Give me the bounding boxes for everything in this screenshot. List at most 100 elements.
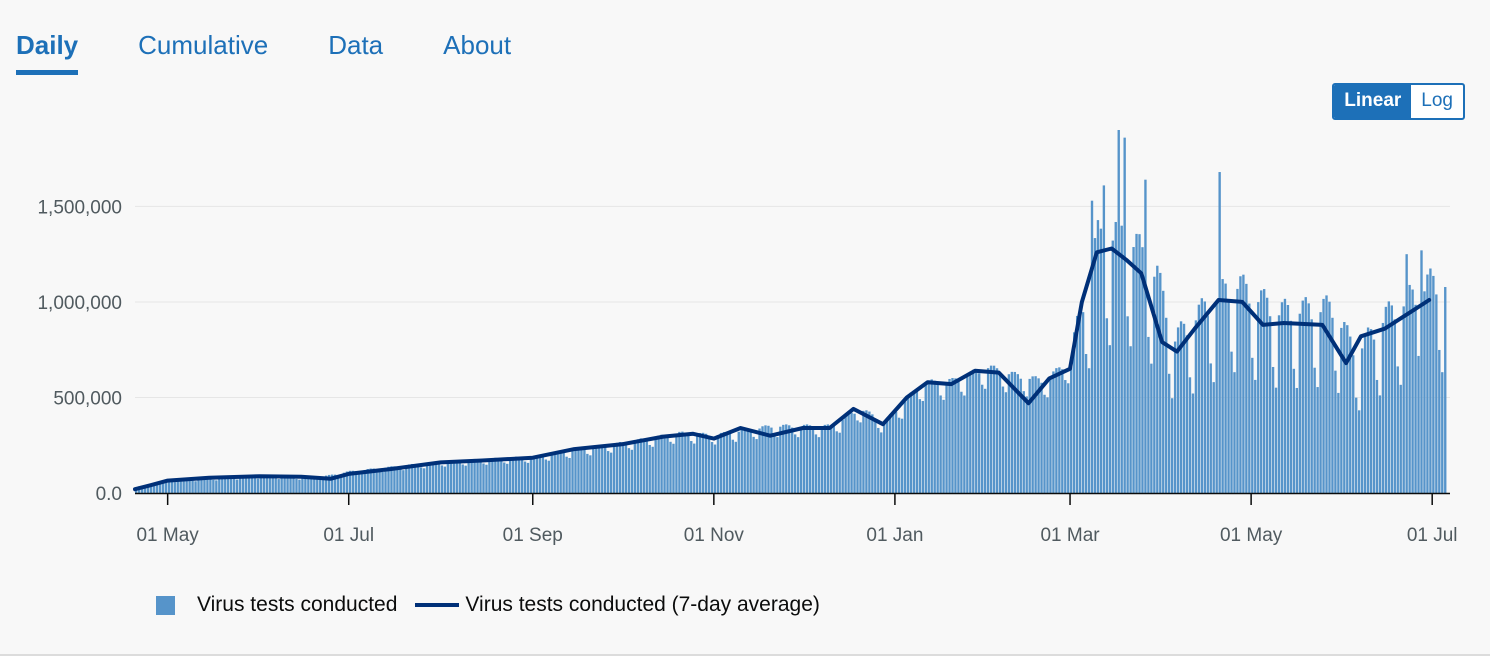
- bar: [1292, 368, 1296, 493]
- bar: [330, 474, 334, 493]
- bar: [437, 462, 441, 493]
- bar: [1298, 313, 1301, 493]
- bar: [927, 380, 930, 493]
- bar: [980, 384, 984, 493]
- bar: [1271, 366, 1275, 493]
- bar: [900, 418, 904, 493]
- bar: [865, 410, 868, 493]
- bar: [983, 388, 987, 493]
- bar: [342, 472, 346, 493]
- legend-line-label: Virus tests conducted (7-day average): [465, 593, 820, 616]
- bar: [838, 432, 841, 493]
- bar: [425, 463, 429, 493]
- linear-scale-button[interactable]: Linear: [1334, 85, 1412, 118]
- bar: [414, 464, 417, 493]
- bar: [883, 422, 886, 493]
- bar: [1043, 394, 1046, 493]
- bar: [770, 427, 773, 493]
- bar: [422, 468, 426, 493]
- bar: [482, 463, 485, 493]
- bar: [986, 368, 990, 493]
- bar: [719, 432, 723, 493]
- bar: [1114, 221, 1117, 494]
- log-scale-button[interactable]: Log: [1421, 90, 1453, 111]
- bar: [1316, 387, 1319, 493]
- tab-data[interactable]: Data: [328, 30, 384, 60]
- bar: [713, 444, 717, 493]
- tab-daily[interactable]: Daily: [16, 28, 79, 75]
- bar: [829, 425, 832, 493]
- bar: [1087, 368, 1091, 493]
- bar: [348, 470, 352, 493]
- bar: [752, 436, 755, 493]
- bar: [963, 395, 966, 493]
- bar: [535, 455, 539, 493]
- bar: [1295, 387, 1299, 493]
- bar: [678, 431, 681, 493]
- bar: [773, 434, 776, 493]
- bar: [942, 399, 945, 493]
- bar: [1411, 289, 1414, 493]
- bar: [434, 461, 438, 493]
- bar: [562, 452, 565, 493]
- bar: [936, 384, 939, 493]
- bar: [158, 481, 162, 493]
- bar: [526, 462, 530, 493]
- bar: [179, 479, 182, 493]
- bar: [470, 459, 473, 493]
- bar: [1191, 393, 1195, 493]
- bar: [313, 477, 316, 493]
- bar: [1357, 410, 1361, 493]
- bar: [672, 443, 675, 493]
- bar: [1245, 283, 1248, 493]
- bar: [989, 365, 993, 493]
- bar: [595, 446, 598, 493]
- bar: [1369, 329, 1373, 493]
- bar: [1262, 289, 1266, 493]
- bar: [716, 434, 720, 493]
- bar: [1093, 238, 1097, 493]
- bar: [1304, 297, 1307, 493]
- bar: [764, 425, 767, 493]
- bar: [1346, 325, 1349, 493]
- bar: [443, 466, 447, 493]
- bar: [232, 478, 236, 493]
- bar: [1129, 346, 1132, 493]
- legend-bars-label: Virus tests conducted: [197, 593, 398, 616]
- bar: [1126, 316, 1129, 493]
- tab-cumulative[interactable]: Cumulative: [138, 30, 269, 60]
- bar: [556, 451, 559, 493]
- bar: [479, 460, 482, 493]
- bar: [651, 446, 654, 493]
- x-tick-label: 01 May: [1220, 525, 1283, 546]
- bar: [550, 454, 553, 493]
- bar: [1265, 297, 1269, 493]
- bar: [218, 477, 221, 493]
- y-tick-label: 1,500,000: [37, 197, 122, 218]
- bar: [791, 427, 794, 493]
- bar: [212, 479, 215, 493]
- bar: [227, 477, 230, 493]
- bar: [1289, 320, 1293, 493]
- bar: [1170, 398, 1174, 493]
- x-tick-label: 01 Jul: [1407, 525, 1458, 546]
- bar: [458, 461, 461, 493]
- bar: [224, 477, 227, 493]
- bar: [1313, 367, 1316, 493]
- bar: [1280, 302, 1284, 493]
- bar: [1001, 386, 1005, 493]
- bar: [615, 442, 619, 493]
- bar: [262, 475, 266, 493]
- y-tick-label: 0.0: [96, 484, 122, 505]
- bar: [1197, 304, 1201, 493]
- bar: [1147, 336, 1150, 493]
- bar: [627, 448, 631, 493]
- bar: [1319, 312, 1322, 493]
- tab-about[interactable]: About: [443, 30, 512, 60]
- bar: [1185, 335, 1189, 493]
- bar: [687, 434, 690, 493]
- bar: [704, 433, 708, 493]
- bar: [1159, 272, 1162, 493]
- bar: [1328, 301, 1331, 493]
- bar: [298, 479, 301, 493]
